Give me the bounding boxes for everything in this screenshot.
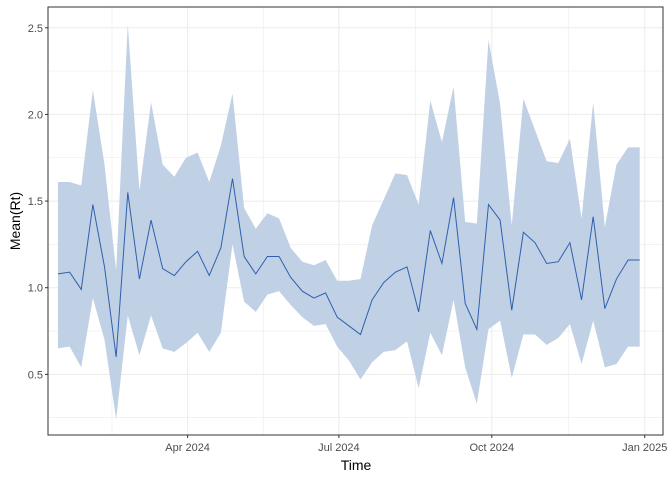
y-axis: 0.5 1.0 1.5 2.0 2.5 — [28, 23, 48, 381]
y-tick-label: 2.0 — [28, 109, 43, 121]
confidence-band-layer — [57, 24, 640, 420]
mean-rt-line — [57, 178, 640, 358]
y-axis-title: Mean(Rt) — [7, 192, 23, 250]
x-tick-label: Oct 2024 — [469, 442, 514, 454]
confidence-band — [57, 24, 640, 420]
y-tick-label: 0.5 — [28, 369, 43, 381]
x-tick-label: Apr 2024 — [165, 442, 210, 454]
x-tick-label: Jan 2025 — [622, 442, 667, 454]
mean-line-layer — [57, 178, 640, 358]
y-tick-label: 1.0 — [28, 283, 43, 295]
panel-border — [47, 6, 664, 436]
x-tick-label: Jul 2024 — [318, 442, 360, 454]
x-axis: Apr 2024 Jul 2024 Oct 2024 Jan 2025 — [165, 435, 667, 454]
y-tick-label: 2.5 — [28, 23, 43, 35]
x-axis-title: Time — [341, 457, 372, 473]
y-tick-label: 1.5 — [28, 196, 43, 208]
